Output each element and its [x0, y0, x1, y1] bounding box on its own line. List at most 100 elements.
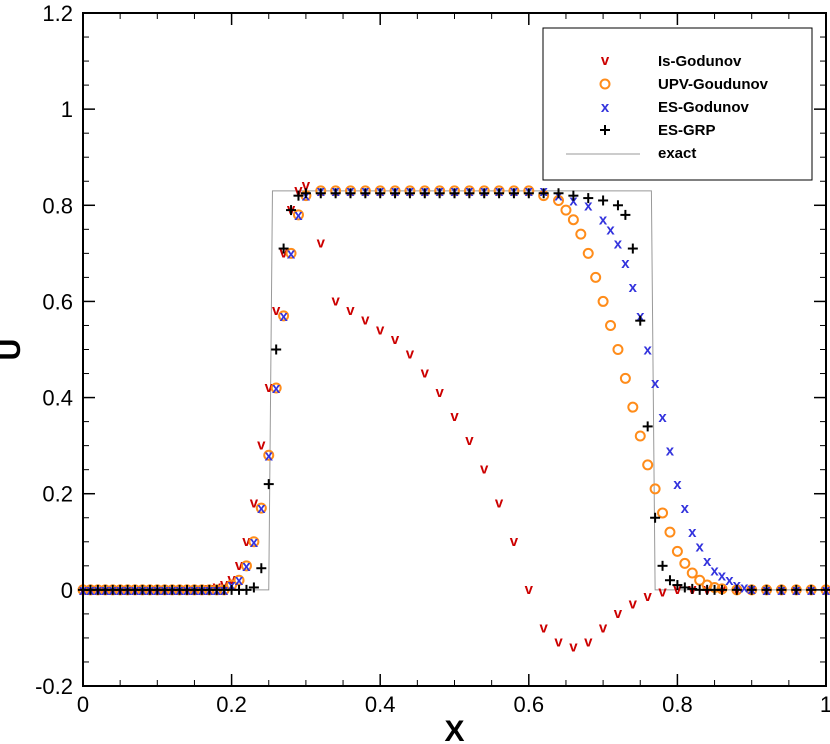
data-point: x: [696, 539, 705, 556]
data-point: [256, 563, 267, 574]
data-point: v: [525, 581, 534, 598]
data-point: [263, 449, 275, 461]
data-point: [642, 421, 653, 432]
data-point: [263, 479, 274, 490]
data-point: [575, 228, 587, 240]
data-point: x: [621, 255, 630, 272]
data-point: x: [257, 500, 266, 517]
data-point: [560, 204, 572, 216]
data-point: v: [614, 605, 623, 622]
y-tick-label: 0.6: [42, 289, 73, 314]
data-point: x: [242, 558, 251, 575]
data-point: [449, 188, 460, 199]
data-point: [278, 243, 289, 254]
data-point: v: [376, 321, 385, 338]
legend-marker-symbol: [600, 125, 610, 135]
data-point: v: [569, 639, 578, 656]
data-point: [270, 382, 282, 394]
data-point: [679, 557, 691, 569]
series-exact-line: [83, 190, 826, 591]
data-point: x: [666, 442, 675, 459]
data-point: v: [265, 379, 274, 396]
data-point: [679, 582, 690, 593]
data-point: x: [599, 212, 608, 229]
series-es-grp: [78, 188, 830, 595]
data-point: x: [265, 447, 274, 464]
data-point: [597, 295, 609, 307]
data-point: v: [294, 182, 303, 199]
data-point: v: [317, 235, 326, 252]
data-point: x: [688, 524, 697, 541]
markers-layer: vvvvvvvvvvvvvvvvvvvvvvvvvvvvvvvvvvvvvvvv…: [77, 177, 830, 656]
data-point: [286, 205, 297, 216]
y-tick-label: 0.2: [42, 482, 73, 507]
data-point: [538, 188, 549, 199]
legend-label: Is-Godunov: [658, 53, 742, 70]
data-point: x: [673, 476, 682, 493]
data-point: [642, 459, 654, 471]
data-point: x: [740, 579, 749, 596]
legend: v Is-Godunov UPV-Goudunov x ES-Godunov ES-GRP…: [542, 27, 813, 181]
data-point: [605, 319, 617, 331]
data-point: x: [703, 553, 712, 570]
data-point: x: [614, 236, 623, 253]
data-point: v: [554, 634, 563, 651]
data-point: v: [361, 312, 370, 329]
x-tick-label: 1: [820, 692, 830, 717]
data-point: x: [287, 245, 296, 262]
data-point: [278, 310, 290, 322]
data-point: x: [644, 342, 653, 359]
data-point: v: [242, 533, 251, 550]
x-tick-label: 0.2: [216, 692, 247, 717]
data-point: [686, 567, 698, 579]
data-point: [255, 502, 267, 514]
tick-labels-layer: 0 0.2 0.4 0.6 0.8 1-0.200.20.40.60.811.2: [35, 1, 830, 717]
data-point: [508, 188, 519, 199]
data-point: v: [435, 384, 444, 401]
data-point: [292, 209, 304, 221]
data-point: x: [279, 308, 288, 325]
data-point: [241, 584, 252, 595]
data-point: x: [235, 572, 244, 589]
data-point: [716, 584, 727, 595]
series-es-godunov: xxxxxxxxxxxxxxxxxxxxxxxxxxxxxxxxxxxxxxxx…: [79, 183, 830, 599]
data-point: v: [658, 583, 667, 600]
data-point: [657, 507, 669, 519]
x-tick-label: 0.8: [662, 692, 693, 717]
data-point: v: [510, 533, 519, 550]
series-upv-goudunov: [77, 185, 830, 596]
y-tick-label: 0.8: [42, 193, 73, 218]
data-point: x: [651, 375, 660, 392]
legend-label: UPV-Goudunov: [658, 76, 769, 93]
data-point: [657, 560, 668, 571]
data-point: [731, 584, 742, 595]
data-point: x: [710, 563, 719, 580]
data-point: [619, 372, 631, 384]
data-point: [590, 271, 602, 283]
legend-entry: UPV-Goudunov: [599, 76, 769, 93]
data-point: v: [406, 345, 415, 362]
legend-entry: v Is-Godunov: [601, 52, 742, 70]
data-point: v: [272, 302, 281, 319]
data-point: [627, 243, 638, 254]
y-tick-label: 1.2: [42, 1, 73, 26]
data-point: [746, 584, 757, 595]
data-point: [620, 209, 631, 220]
y-tick-label: 0: [61, 578, 73, 603]
data-point: [240, 560, 252, 572]
data-point: [582, 247, 594, 259]
x-tick-label: 0.4: [365, 692, 396, 717]
data-point: x: [272, 380, 281, 397]
ticks-layer: [82, 12, 827, 687]
data-point: x: [681, 500, 690, 517]
legend-box: [542, 27, 813, 181]
data-point: [345, 188, 356, 199]
data-point: [671, 545, 683, 557]
data-point: v: [302, 177, 311, 194]
data-point: v: [391, 331, 400, 348]
legend-marker-symbol: x: [601, 99, 610, 116]
data-point: v: [465, 432, 474, 449]
legend-entry: x ES-Godunov: [601, 99, 750, 116]
data-point: [434, 188, 445, 199]
data-point: [390, 188, 401, 199]
